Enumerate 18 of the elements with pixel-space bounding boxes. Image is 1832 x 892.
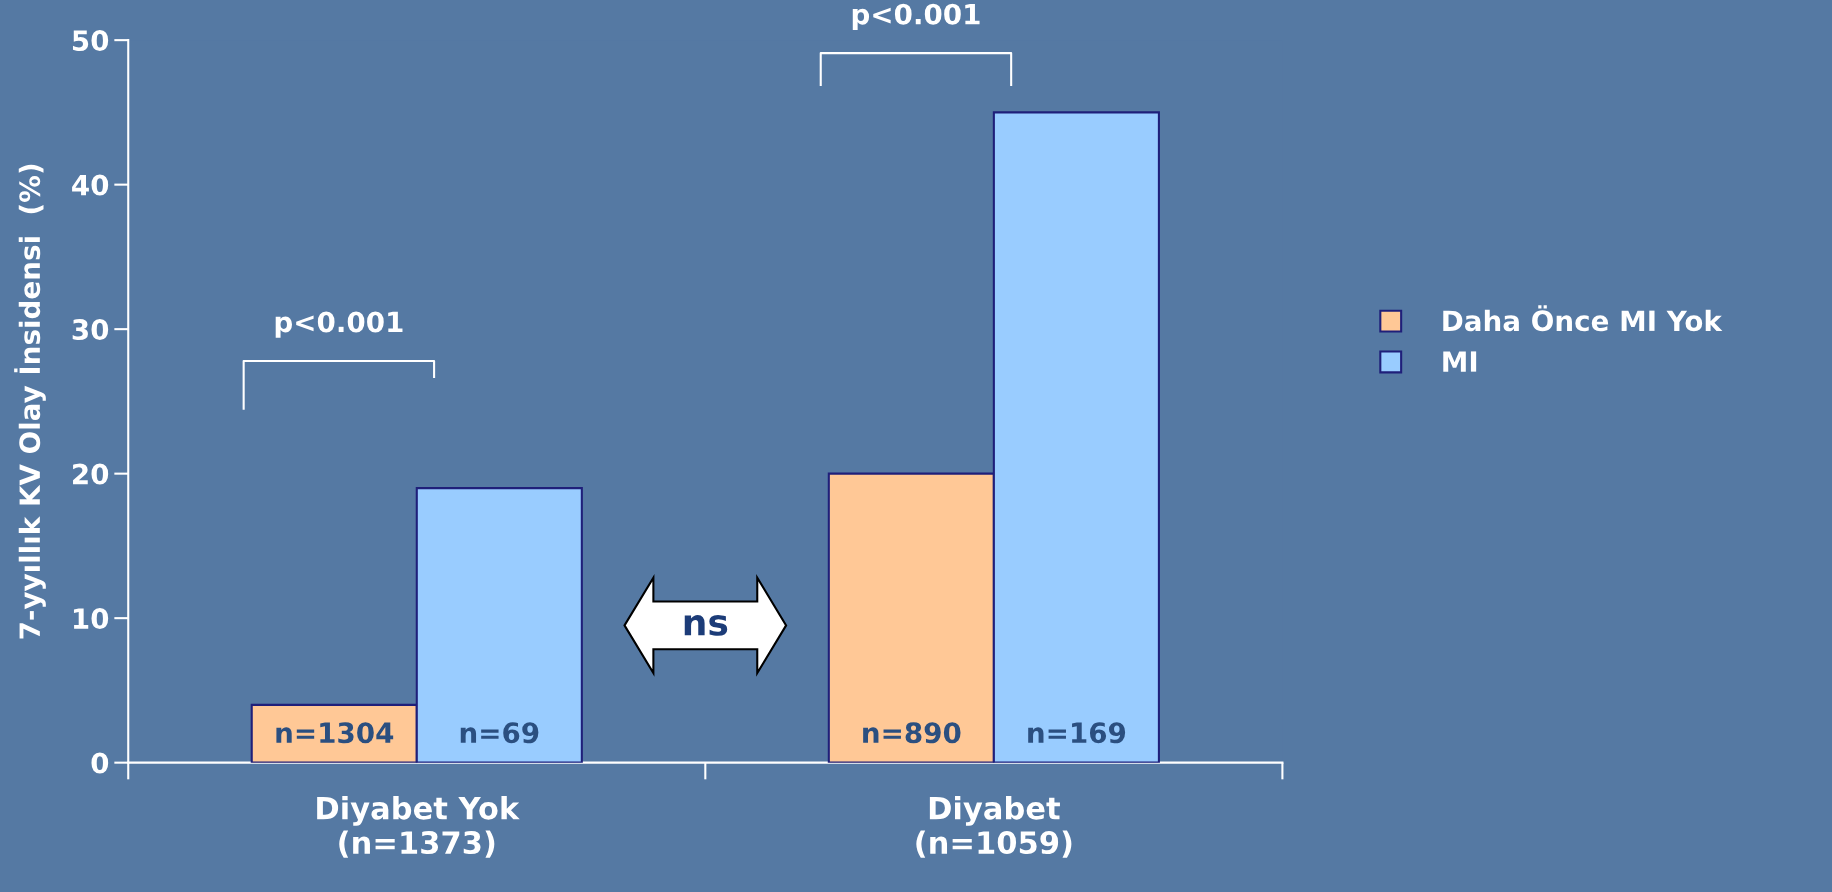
y-axis-title: 7-yyıllık KV Olay İnsidensi (%)	[14, 164, 46, 639]
legend-label: Daha Önce MI Yok	[1443, 305, 1723, 332]
annotation: p<0.001	[275, 311, 403, 338]
annotation: n=1304	[276, 722, 394, 744]
x-tick-label: Diyabet (n=1059)	[916, 795, 1072, 858]
annotation: n=69	[460, 722, 539, 744]
annotation: n=890	[863, 722, 961, 744]
y-tick-label: 20	[73, 463, 109, 485]
y-tick-label: 30	[72, 319, 109, 341]
y-tick-label: 10	[73, 608, 109, 630]
x-tick-label: Diyabet Yok (n=1373)	[317, 795, 520, 858]
y-tick-label: 40	[72, 174, 109, 196]
annotation: n=169	[1028, 722, 1126, 744]
y-tick-label: 0	[91, 752, 109, 774]
annotation: ns	[684, 615, 728, 636]
text: p<0.001	[852, 3, 980, 31]
y-tick-label: 50	[72, 30, 109, 52]
legend-label: MI	[1443, 351, 1477, 372]
